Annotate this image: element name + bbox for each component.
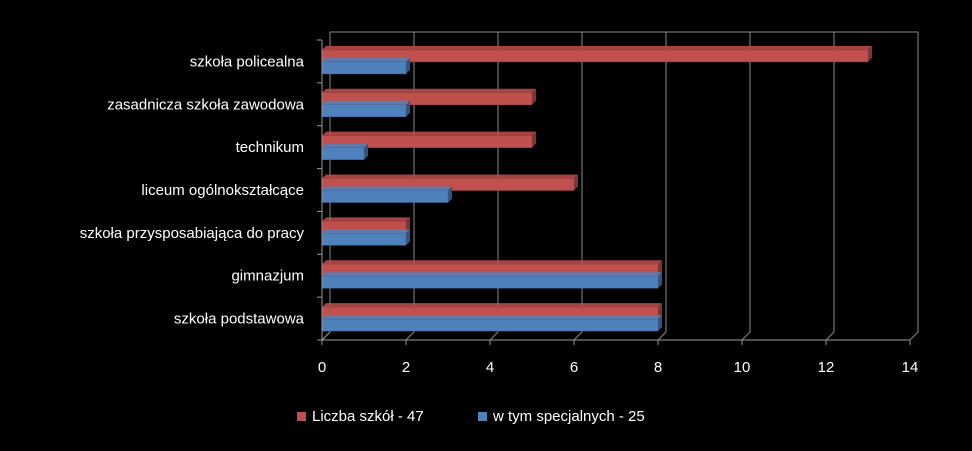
legend: Liczba szkół - 47 w tym specjalnych - 25 xyxy=(297,408,645,425)
gridline-floor xyxy=(741,331,751,341)
category-label: zasadnicza szkoła zawodowa xyxy=(107,96,304,113)
bar-blue xyxy=(321,186,452,203)
axis-corner xyxy=(321,331,331,341)
category-label: szkoła przysposabiająca do pracy xyxy=(80,225,305,242)
gridline-floor xyxy=(405,331,415,341)
category-label: technikum xyxy=(236,139,304,156)
axis-layer xyxy=(317,39,911,345)
legend-label: w tym specjalnych - 25 xyxy=(492,408,645,425)
gridline-floor xyxy=(657,331,667,341)
legend-swatch xyxy=(478,412,487,421)
bar-red xyxy=(321,45,872,63)
category-label: szkoła policealna xyxy=(190,53,305,70)
bar-blue xyxy=(321,143,368,160)
x-tick-label: 10 xyxy=(734,359,751,376)
gridline-floor xyxy=(489,331,499,341)
bar-blue xyxy=(321,100,410,118)
x-tick-label: 6 xyxy=(570,359,578,376)
bar-blue xyxy=(321,315,662,332)
x-tick-label: 12 xyxy=(818,359,835,376)
legend-item: w tym specjalnych - 25 xyxy=(478,408,645,425)
labels-layer: szkoła policealna zasadnicza szkoła zawod… xyxy=(80,53,919,376)
x-tick-label: 0 xyxy=(318,359,326,376)
x-tick-label: 2 xyxy=(402,359,410,376)
legend-item: Liczba szkół - 47 xyxy=(297,408,424,425)
bar-blue xyxy=(321,272,662,289)
legend-swatch xyxy=(297,412,306,421)
gridline-floor xyxy=(909,331,919,341)
legend-label: Liczba szkół - 47 xyxy=(312,408,424,425)
x-tick-label: 8 xyxy=(654,359,662,376)
category-label: szkoła podstawowa xyxy=(174,311,305,328)
category-label: liceum ogólnokształcące xyxy=(141,182,304,199)
bar-blue xyxy=(321,229,410,246)
bar-blue xyxy=(321,57,410,75)
gridline-floor xyxy=(825,331,835,341)
gridline-floor xyxy=(573,331,583,341)
category-label: gimnazjum xyxy=(231,268,304,285)
x-tick-label: 14 xyxy=(902,359,919,376)
x-tick-label: 4 xyxy=(486,359,494,376)
bars-layer xyxy=(321,45,872,332)
